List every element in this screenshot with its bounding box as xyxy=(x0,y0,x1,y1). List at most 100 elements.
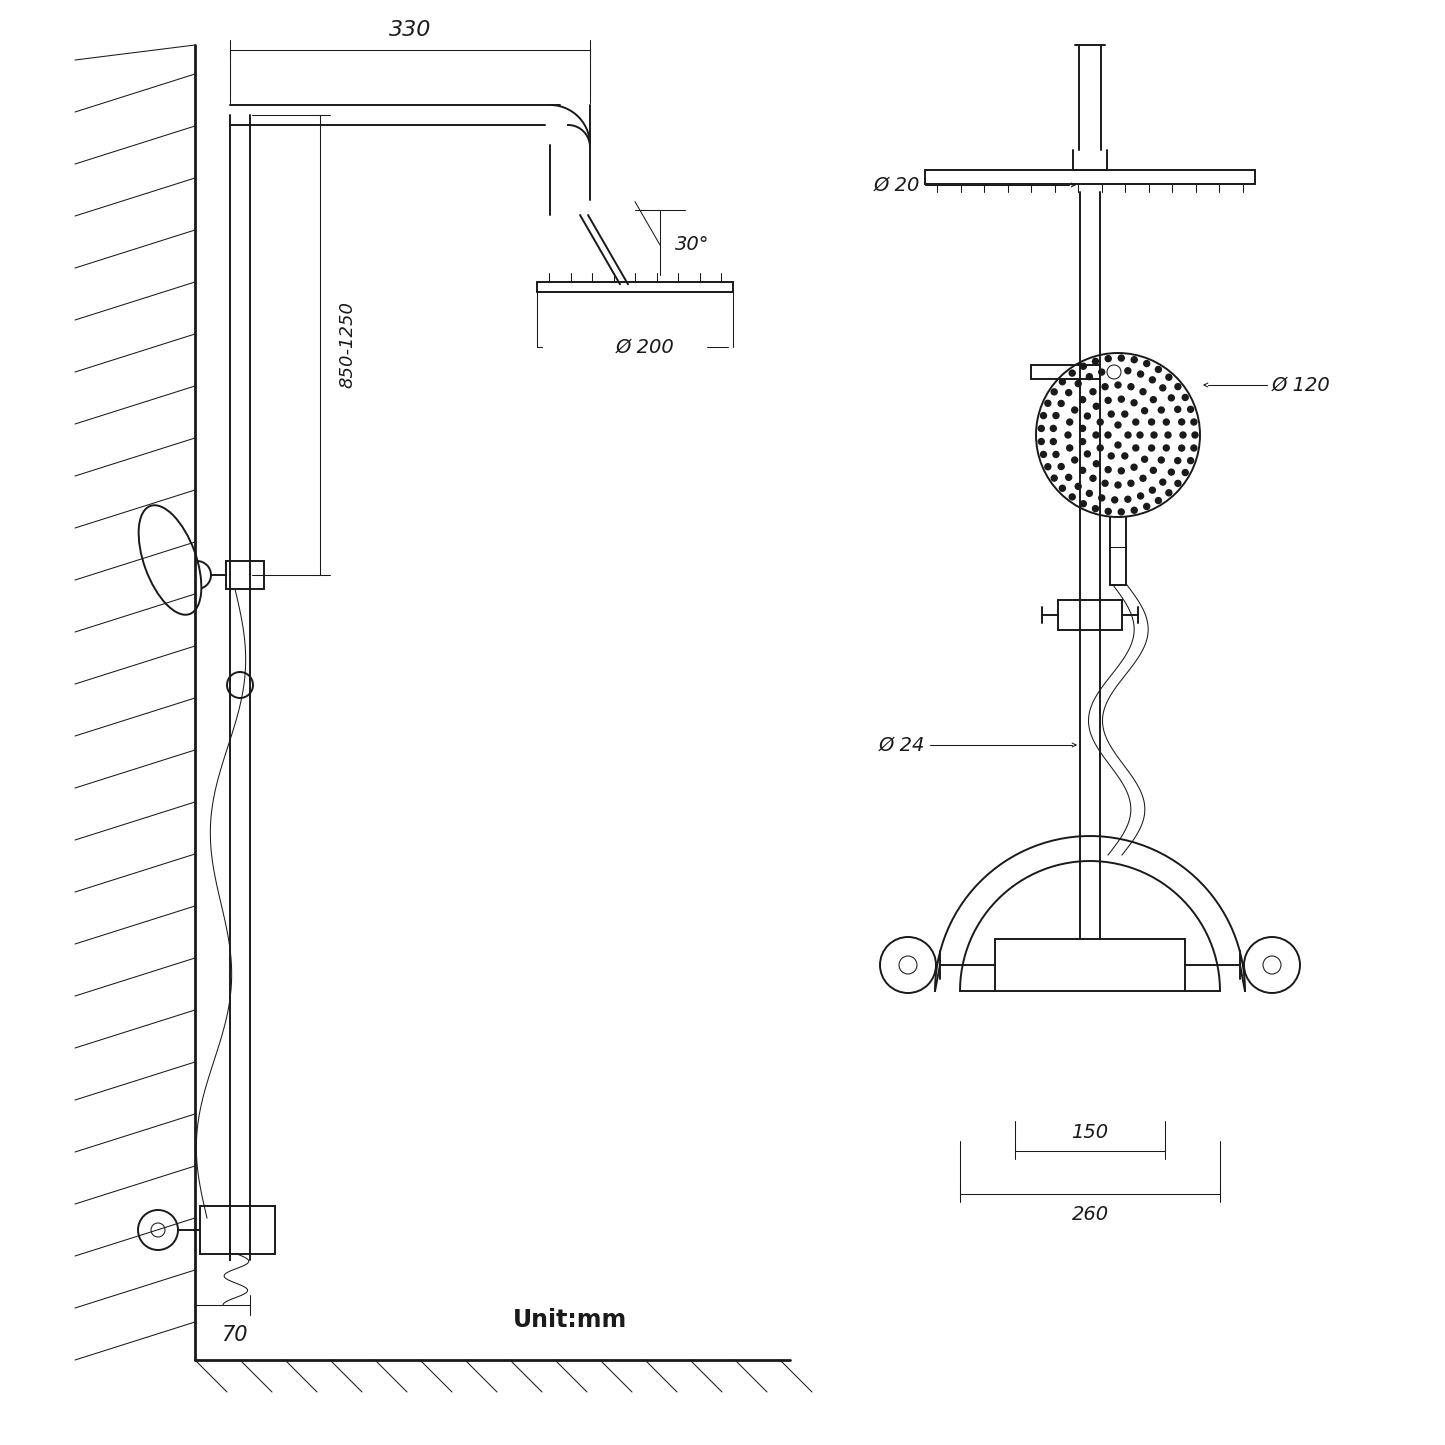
Circle shape xyxy=(1149,487,1156,493)
Circle shape xyxy=(1051,475,1058,481)
Circle shape xyxy=(1188,406,1194,412)
Circle shape xyxy=(1192,432,1198,438)
Circle shape xyxy=(1133,445,1139,451)
Circle shape xyxy=(1163,419,1169,425)
Circle shape xyxy=(1165,432,1170,438)
Circle shape xyxy=(1094,461,1100,467)
Circle shape xyxy=(1108,410,1114,418)
Circle shape xyxy=(1065,474,1072,480)
Circle shape xyxy=(150,1222,165,1237)
Circle shape xyxy=(1072,407,1078,413)
Bar xyxy=(1058,600,1121,630)
Circle shape xyxy=(1116,442,1121,448)
Circle shape xyxy=(1179,419,1185,425)
Circle shape xyxy=(1059,486,1065,491)
Circle shape xyxy=(1140,389,1146,394)
Circle shape xyxy=(1118,355,1124,361)
Circle shape xyxy=(1079,425,1085,432)
Circle shape xyxy=(1053,451,1059,458)
Circle shape xyxy=(1191,445,1196,451)
Text: Ø 200: Ø 200 xyxy=(616,338,675,357)
Circle shape xyxy=(1069,494,1075,500)
Circle shape xyxy=(1105,509,1111,514)
Circle shape xyxy=(1166,374,1172,380)
Circle shape xyxy=(1137,371,1143,377)
Circle shape xyxy=(1066,419,1072,425)
Text: Ø 120: Ø 120 xyxy=(1272,376,1331,394)
Text: Unit:mm: Unit:mm xyxy=(513,1308,627,1332)
Circle shape xyxy=(1051,439,1056,445)
Circle shape xyxy=(1121,452,1127,460)
Circle shape xyxy=(899,957,918,974)
Bar xyxy=(996,939,1185,991)
Circle shape xyxy=(1175,406,1181,412)
Circle shape xyxy=(184,561,211,590)
Circle shape xyxy=(1150,467,1156,474)
Circle shape xyxy=(1126,432,1131,438)
Circle shape xyxy=(1087,490,1092,496)
Circle shape xyxy=(1124,367,1131,374)
Circle shape xyxy=(1040,413,1046,419)
Circle shape xyxy=(1188,458,1194,464)
Circle shape xyxy=(1040,451,1046,458)
Circle shape xyxy=(1182,394,1188,400)
Bar xyxy=(225,561,264,590)
Circle shape xyxy=(1244,936,1300,993)
Circle shape xyxy=(1098,368,1105,376)
Circle shape xyxy=(1149,419,1155,425)
Circle shape xyxy=(1137,493,1143,499)
Circle shape xyxy=(1181,432,1186,438)
Circle shape xyxy=(1058,400,1064,406)
Circle shape xyxy=(1159,457,1165,462)
Circle shape xyxy=(1105,355,1111,361)
Circle shape xyxy=(1045,400,1051,406)
Circle shape xyxy=(1058,464,1064,470)
Circle shape xyxy=(1179,445,1185,451)
Circle shape xyxy=(1133,419,1139,425)
Circle shape xyxy=(1098,496,1105,501)
Circle shape xyxy=(1175,480,1181,487)
Circle shape xyxy=(1090,475,1095,481)
Circle shape xyxy=(1075,380,1081,387)
Circle shape xyxy=(1131,464,1137,470)
Circle shape xyxy=(1131,357,1137,363)
Circle shape xyxy=(1065,390,1072,396)
Circle shape xyxy=(1118,396,1124,402)
Circle shape xyxy=(1156,367,1162,373)
Circle shape xyxy=(1169,470,1175,475)
Circle shape xyxy=(1092,506,1098,512)
Circle shape xyxy=(1079,467,1085,474)
Circle shape xyxy=(1129,384,1134,390)
Circle shape xyxy=(1053,412,1059,419)
Circle shape xyxy=(1072,457,1078,462)
Circle shape xyxy=(1142,457,1147,462)
Circle shape xyxy=(1149,377,1156,383)
Circle shape xyxy=(1039,425,1045,432)
Text: 70: 70 xyxy=(221,1325,247,1345)
Circle shape xyxy=(1118,468,1124,474)
Text: Ø 24: Ø 24 xyxy=(879,736,925,754)
Circle shape xyxy=(1090,389,1095,394)
Circle shape xyxy=(1094,403,1100,409)
Circle shape xyxy=(1137,432,1143,438)
Circle shape xyxy=(139,1209,178,1250)
Circle shape xyxy=(1097,445,1103,451)
Circle shape xyxy=(1121,410,1127,418)
Circle shape xyxy=(1169,394,1175,400)
Circle shape xyxy=(1175,458,1181,464)
Circle shape xyxy=(1124,496,1131,503)
Circle shape xyxy=(880,936,936,993)
Circle shape xyxy=(1105,397,1111,403)
Circle shape xyxy=(1160,480,1166,486)
Circle shape xyxy=(1131,400,1137,406)
Text: Ø 20: Ø 20 xyxy=(874,175,920,195)
Circle shape xyxy=(1116,422,1121,428)
Circle shape xyxy=(1111,367,1118,373)
Circle shape xyxy=(1045,464,1051,470)
Circle shape xyxy=(1051,389,1058,394)
Bar xyxy=(199,1207,275,1254)
Text: 30°: 30° xyxy=(675,236,709,254)
Circle shape xyxy=(1092,432,1100,438)
Text: 150: 150 xyxy=(1071,1124,1108,1143)
Circle shape xyxy=(1081,363,1087,370)
